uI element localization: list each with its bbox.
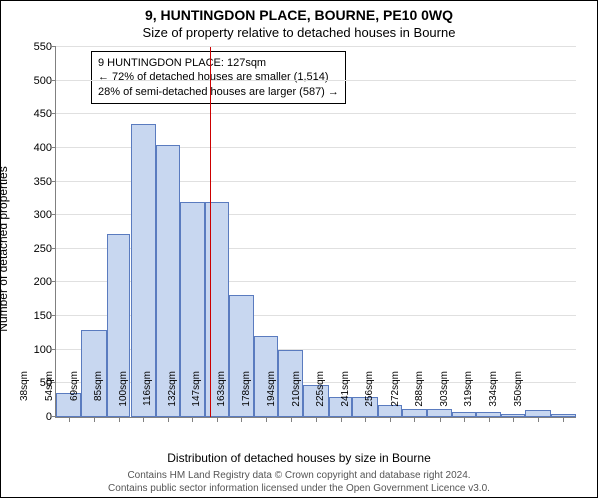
plot-area: 9 HUNTINGDON PLACE: 127sqm ← 72% of deta… — [55, 47, 576, 418]
histogram-bar — [525, 410, 550, 417]
chart-title: 9, HUNTINGDON PLACE, BOURNE, PE10 0WQ — [1, 1, 597, 23]
xtick-label: 54sqm — [44, 371, 55, 421]
xtick-label: 288sqm — [414, 371, 425, 421]
xtick-label: 194sqm — [266, 371, 277, 421]
ytick-label: 250 — [34, 243, 52, 255]
xtick-label: 319sqm — [463, 371, 474, 421]
ytick-label: 400 — [34, 142, 52, 154]
xtick-label: 163sqm — [216, 371, 227, 421]
xtick-label: 256sqm — [364, 371, 375, 421]
reference-line — [210, 47, 211, 417]
xtick-label: 334sqm — [488, 371, 499, 421]
x-axis-label: Distribution of detached houses by size … — [1, 451, 597, 465]
reference-infobox: 9 HUNTINGDON PLACE: 127sqm ← 72% of deta… — [91, 51, 346, 104]
xtick-label: 272sqm — [390, 371, 401, 421]
ytick-label: 200 — [34, 276, 52, 288]
footer-line2: Contains public sector information licen… — [1, 483, 597, 496]
xtick-label: 38sqm — [19, 371, 30, 421]
infobox-line2: ← 72% of detached houses are smaller (1,… — [98, 70, 339, 84]
xtick-label: 225sqm — [315, 371, 326, 421]
footer-line1: Contains HM Land Registry data © Crown c… — [1, 470, 597, 483]
xtick-label: 350sqm — [513, 371, 524, 421]
xtick-label: 85sqm — [93, 371, 104, 421]
y-axis-label: Number of detached properties — [0, 166, 10, 331]
xtick-label: 303sqm — [439, 371, 450, 421]
infobox-line3: 28% of semi-detached houses are larger (… — [98, 85, 339, 99]
ytick-label: 150 — [34, 310, 52, 322]
xtick-label: 178sqm — [241, 371, 252, 421]
xtick-label: 69sqm — [69, 371, 80, 421]
ytick-label: 500 — [34, 75, 52, 87]
chart-footer: Contains HM Land Registry data © Crown c… — [1, 470, 597, 495]
gridline — [56, 46, 576, 47]
xtick-label: 210sqm — [291, 371, 302, 421]
chart-container: 9, HUNTINGDON PLACE, BOURNE, PE10 0WQ Si… — [0, 0, 598, 498]
gridline — [56, 80, 576, 81]
infobox-line1: 9 HUNTINGDON PLACE: 127sqm — [98, 56, 339, 70]
ytick-label: 350 — [34, 176, 52, 188]
ytick-label: 100 — [34, 344, 52, 356]
xtick-label: 241sqm — [340, 371, 351, 421]
xtick-label: 132sqm — [167, 371, 178, 421]
ytick-label: 550 — [34, 41, 52, 53]
xtick-label: 116sqm — [142, 371, 153, 421]
chart-subtitle: Size of property relative to detached ho… — [1, 23, 597, 40]
ytick-label: 450 — [34, 108, 52, 120]
gridline — [56, 113, 576, 114]
ytick-label: 300 — [34, 209, 52, 221]
xtick-label: 147sqm — [191, 371, 202, 421]
xtick-label: 100sqm — [118, 371, 129, 421]
